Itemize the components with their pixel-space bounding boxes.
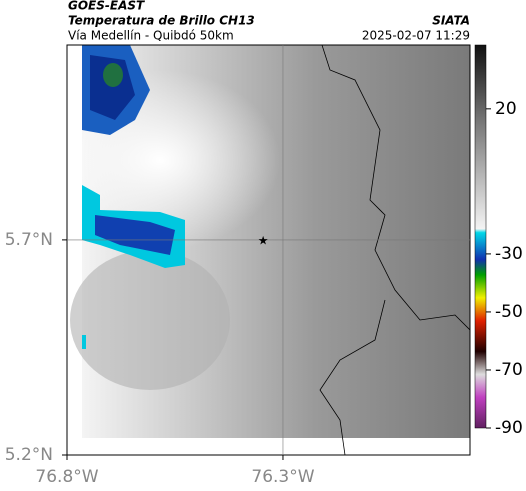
x-tick-label: 76.8°W — [35, 467, 98, 487]
map-frame — [66, 44, 471, 456]
dynamic: 76.8°W 76.3°W 5.7°N 5.2°N ★ 20 -30 -50 -70 -90 — [5, 45, 523, 487]
satellite: GOES-EAST — [68, 0, 145, 13]
y-tick-label: 5.7°N — [5, 230, 53, 250]
colorbar-tick-label: -50 — [495, 302, 523, 322]
imagery — [67, 45, 470, 455]
route: Vía Medellín - Quibdó 50km — [68, 29, 234, 43]
datetime: 2025-02-07 11:29 — [362, 29, 470, 43]
colorbar-tick-label: -90 — [495, 418, 523, 438]
colorbar — [474, 44, 487, 429]
colorbar-tick-label: -30 — [495, 244, 523, 264]
y-tick-label: 5.2°N — [5, 445, 53, 465]
location-marker: ★ — [258, 233, 269, 247]
colorbar-tick-label: -70 — [495, 360, 523, 380]
x-tick-label: 76.3°W — [251, 467, 314, 487]
product: Temperatura de Brillo CH13 — [68, 14, 255, 28]
source: SIATA — [432, 14, 470, 28]
colorbar-tick-label: 20 — [495, 99, 517, 119]
